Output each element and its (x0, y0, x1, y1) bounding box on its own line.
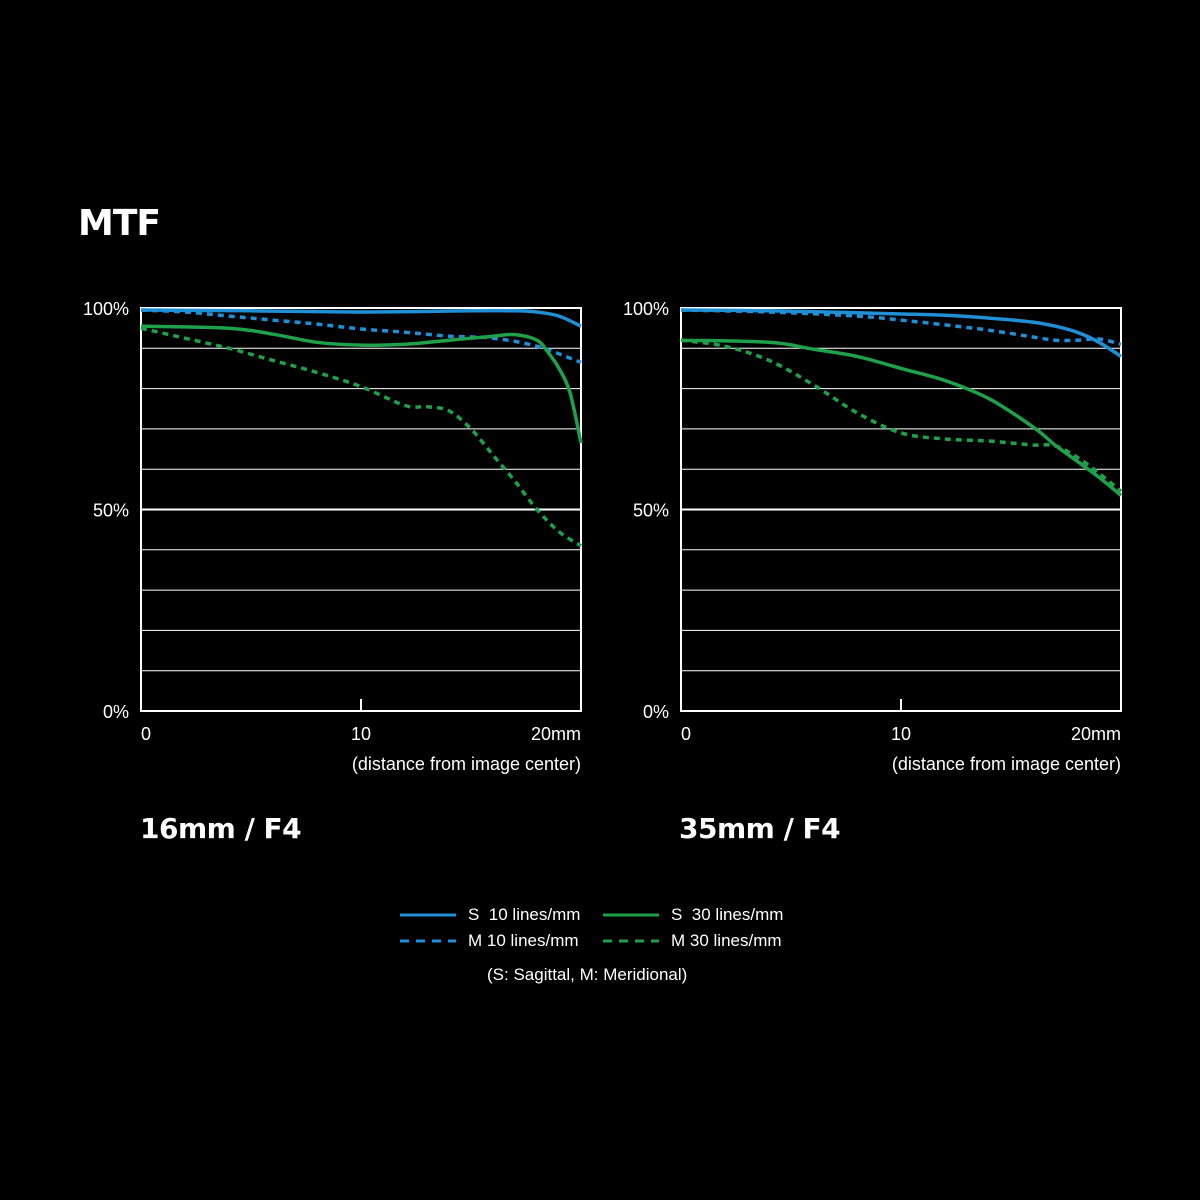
chart-title-16mm: 16mm / F4 (140, 812, 302, 845)
y-tick-label: 50% (93, 501, 129, 521)
series-line-1 (140, 308, 582, 328)
x-tick-label: 10 (891, 724, 911, 744)
y-tick-label: 100% (623, 299, 669, 319)
legend-item-s30: S 30 lines/mm (603, 905, 783, 925)
x-tick-label: 20mm (531, 724, 581, 744)
series-line-3 (680, 338, 1123, 497)
y-tick-label: 50% (633, 501, 669, 521)
x-axis-label: (distance from image center) (892, 754, 1121, 774)
x-tick-label: 0 (141, 724, 151, 744)
legend-item-m10: M 10 lines/mm (400, 931, 579, 951)
legend-item-s10: S 10 lines/mm (400, 905, 580, 925)
x-axis-label: (distance from image center) (352, 754, 581, 774)
series-line-4 (680, 338, 1123, 493)
series-line-2 (140, 308, 582, 365)
legend-label: M 10 lines/mm (468, 931, 579, 950)
series-line-4 (140, 326, 582, 548)
chart-title-35mm: 35mm / F4 (679, 812, 841, 845)
legend-swatch-dashed-blue (400, 939, 456, 943)
series-line-3 (140, 324, 583, 444)
legend-note: (S: Sagittal, M: Meridional) (487, 965, 688, 984)
y-tick-label: 100% (83, 299, 129, 319)
page-title: MTF (78, 203, 161, 244)
legend-swatch-solid-blue (400, 913, 456, 917)
legend-label: M 30 lines/mm (671, 931, 782, 950)
x-tick-label: 10 (351, 724, 371, 744)
y-tick-label: 0% (643, 702, 669, 722)
x-tick-label: 0 (681, 724, 691, 744)
legend-swatch-solid-green (603, 913, 659, 917)
series-line-1 (680, 308, 1122, 358)
legend-label: S 10 lines/mm (468, 905, 581, 924)
legend-item-m30: M 30 lines/mm (603, 931, 782, 951)
legend-label: S 30 lines/mm (671, 905, 784, 924)
x-tick-label: 20mm (1071, 724, 1121, 744)
y-tick-label: 0% (103, 702, 129, 722)
legend-swatch-dashed-green (603, 939, 659, 943)
